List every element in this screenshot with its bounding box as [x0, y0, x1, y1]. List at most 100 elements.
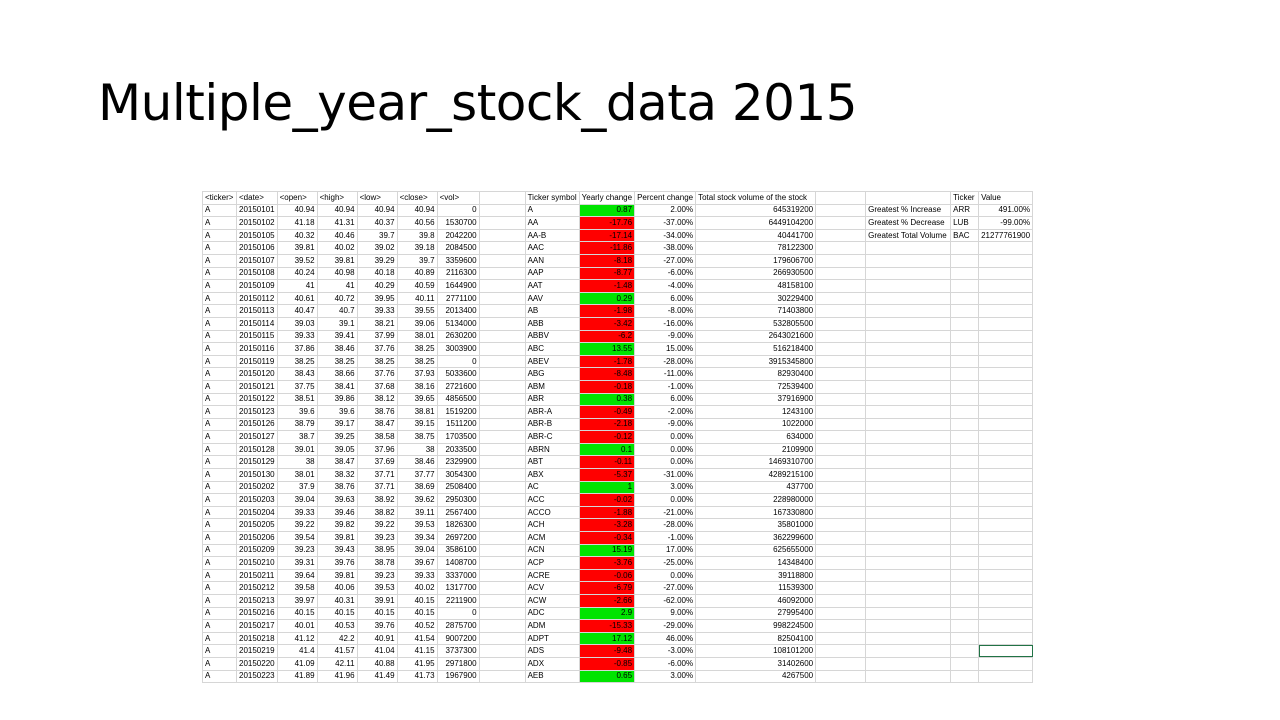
raw-data-cell[interactable]: 20150112 [236, 291, 278, 306]
empty-cell[interactable] [815, 291, 867, 306]
empty-cell[interactable] [815, 644, 867, 658]
percent-change-cell[interactable]: -4.00% [634, 279, 697, 293]
raw-data-cell[interactable]: 2329900 [436, 455, 480, 470]
raw-data-cell[interactable]: 20150119 [236, 354, 278, 369]
raw-data-cell[interactable]: 2771100 [436, 291, 480, 306]
empty-cell[interactable] [865, 316, 952, 331]
raw-data-cell[interactable]: 40.59 [396, 279, 438, 293]
raw-data-cell[interactable]: 20150210 [236, 556, 278, 570]
empty-cell[interactable] [950, 279, 980, 293]
raw-data-cell[interactable]: 41.15 [396, 644, 438, 658]
empty-cell[interactable] [950, 594, 980, 608]
empty-cell[interactable] [815, 228, 867, 243]
empty-cell[interactable] [478, 644, 526, 658]
raw-data-cell[interactable]: 40.7 [316, 304, 358, 318]
yearly-change-cell[interactable]: 0.87 [578, 203, 636, 218]
empty-cell[interactable] [978, 329, 1034, 344]
raw-data-cell[interactable]: A [202, 405, 237, 419]
empty-cell[interactable] [815, 468, 867, 482]
empty-cell[interactable] [950, 518, 980, 533]
percent-change-cell[interactable]: 0.00% [634, 493, 697, 507]
empty-cell[interactable] [815, 241, 867, 255]
raw-data-cell[interactable]: 38.43 [276, 367, 318, 381]
empty-cell[interactable] [950, 430, 980, 444]
percent-change-cell[interactable]: -34.00% [634, 228, 697, 243]
greatest-value-cell[interactable]: 21277761900 [978, 228, 1034, 243]
total-volume-cell[interactable]: 179606700 [695, 253, 817, 268]
empty-cell[interactable] [950, 241, 980, 255]
summary-ticker-cell[interactable]: AA [524, 216, 580, 230]
raw-data-cell[interactable]: 37.86 [276, 342, 318, 356]
total-volume-cell[interactable]: 634000 [695, 430, 817, 444]
empty-cell[interactable] [865, 581, 952, 595]
empty-cell[interactable] [815, 329, 867, 344]
total-volume-cell[interactable]: 27995400 [695, 606, 817, 621]
raw-data-cell[interactable]: 38.75 [396, 430, 438, 444]
raw-data-cell[interactable]: 39.02 [356, 241, 398, 255]
raw-data-cell[interactable]: 40.02 [316, 241, 358, 255]
empty-cell[interactable] [815, 430, 867, 444]
empty-cell[interactable] [478, 266, 526, 281]
empty-cell[interactable] [865, 430, 952, 444]
raw-data-cell[interactable]: A [202, 291, 237, 306]
empty-cell[interactable] [950, 644, 980, 658]
percent-change-cell[interactable]: 0.00% [634, 442, 697, 457]
empty-cell[interactable] [815, 531, 867, 545]
raw-data-cell[interactable]: A [202, 203, 237, 218]
yearly-change-cell[interactable]: -1.88 [578, 505, 636, 520]
yearly-change-cell[interactable]: -2.18 [578, 417, 636, 432]
empty-cell[interactable] [865, 379, 952, 394]
raw-data-cell[interactable]: 2042200 [436, 228, 480, 243]
total-volume-cell[interactable]: 82504100 [695, 631, 817, 646]
empty-cell[interactable] [978, 342, 1034, 356]
empty-cell[interactable] [478, 568, 526, 583]
empty-cell[interactable] [815, 279, 867, 293]
raw-data-cell[interactable]: 20150204 [236, 505, 278, 520]
total-volume-cell[interactable]: 1469310700 [695, 455, 817, 470]
raw-data-cell[interactable]: 39.7 [356, 228, 398, 243]
raw-data-cell[interactable]: 39.76 [316, 556, 358, 570]
total-volume-cell[interactable]: 2643021600 [695, 329, 817, 344]
empty-cell[interactable] [815, 656, 867, 671]
summary-ticker-cell[interactable]: AEB [524, 669, 580, 684]
yearly-change-cell[interactable]: -0.34 [578, 531, 636, 545]
raw-data-cell[interactable]: 39.23 [276, 543, 318, 558]
raw-data-cell[interactable]: 2567400 [436, 505, 480, 520]
greatest-ticker-cell[interactable]: BAC [950, 228, 980, 243]
raw-data-cell[interactable]: 20150109 [236, 279, 278, 293]
empty-cell[interactable] [950, 669, 980, 684]
empty-cell[interactable] [978, 392, 1034, 407]
yearly-change-cell[interactable]: -17.14 [578, 228, 636, 243]
empty-cell[interactable] [478, 468, 526, 482]
empty-cell[interactable] [978, 266, 1034, 281]
yearly-change-cell[interactable]: -8.77 [578, 266, 636, 281]
empty-cell[interactable] [815, 631, 867, 646]
empty-cell[interactable] [815, 480, 867, 495]
percent-change-cell[interactable]: -1.00% [634, 379, 697, 394]
raw-data-cell[interactable]: 39.22 [276, 518, 318, 533]
raw-data-cell[interactable]: 39.41 [316, 329, 358, 344]
summary-ticker-cell[interactable]: AAC [524, 241, 580, 255]
empty-cell[interactable] [815, 606, 867, 621]
raw-data-cell[interactable]: 39.18 [396, 241, 438, 255]
raw-data-cell[interactable]: 1644900 [436, 279, 480, 293]
raw-data-cell[interactable]: 20150217 [236, 619, 278, 633]
percent-change-cell[interactable]: -27.00% [634, 581, 697, 595]
total-volume-cell[interactable]: 1243100 [695, 405, 817, 419]
raw-data-cell[interactable]: 40.31 [316, 594, 358, 608]
raw-data-cell[interactable]: 38.47 [316, 455, 358, 470]
yearly-change-cell[interactable]: 0.29 [578, 291, 636, 306]
raw-column-header[interactable]: <vol> [436, 191, 480, 205]
summary-ticker-cell[interactable]: ABB [524, 316, 580, 331]
raw-data-cell[interactable]: 41.09 [276, 656, 318, 671]
raw-data-cell[interactable]: 40.94 [316, 203, 358, 218]
yearly-change-cell[interactable]: -3.42 [578, 316, 636, 331]
empty-cell[interactable] [950, 342, 980, 356]
summary-ticker-cell[interactable]: AAV [524, 291, 580, 306]
empty-cell[interactable] [478, 606, 526, 621]
empty-cell[interactable] [978, 568, 1034, 583]
summary-ticker-cell[interactable]: ABC [524, 342, 580, 356]
raw-data-cell[interactable]: 39.58 [276, 581, 318, 595]
raw-data-cell[interactable]: 39.34 [396, 531, 438, 545]
raw-data-cell[interactable]: 40.88 [356, 656, 398, 671]
